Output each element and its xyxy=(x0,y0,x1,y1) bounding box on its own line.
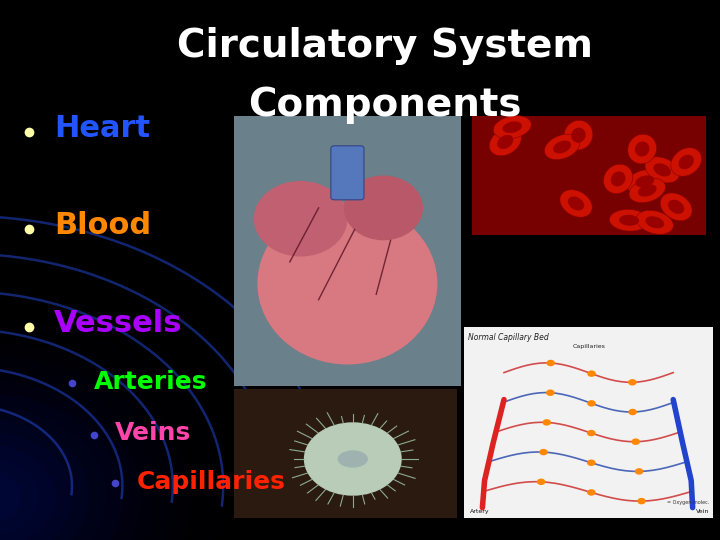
Ellipse shape xyxy=(609,210,649,231)
Ellipse shape xyxy=(619,215,639,226)
Text: Vessels: Vessels xyxy=(54,308,182,338)
Circle shape xyxy=(587,430,595,436)
Ellipse shape xyxy=(638,184,657,197)
Circle shape xyxy=(637,498,646,504)
Circle shape xyxy=(304,422,402,496)
FancyBboxPatch shape xyxy=(472,116,706,235)
Ellipse shape xyxy=(629,178,665,202)
Text: Veins: Veins xyxy=(115,422,192,446)
Ellipse shape xyxy=(254,181,348,256)
Text: = Oxygen molec.: = Oxygen molec. xyxy=(667,500,709,505)
Circle shape xyxy=(588,370,596,377)
Ellipse shape xyxy=(645,217,665,228)
Circle shape xyxy=(0,470,22,524)
Ellipse shape xyxy=(498,135,513,149)
Ellipse shape xyxy=(671,148,701,176)
Ellipse shape xyxy=(544,134,580,160)
Ellipse shape xyxy=(560,190,593,217)
Ellipse shape xyxy=(503,122,522,133)
Circle shape xyxy=(628,379,636,386)
Ellipse shape xyxy=(611,171,626,186)
Circle shape xyxy=(539,449,548,455)
Circle shape xyxy=(587,489,595,496)
Ellipse shape xyxy=(338,450,368,468)
Ellipse shape xyxy=(603,164,633,194)
FancyBboxPatch shape xyxy=(331,146,364,200)
Ellipse shape xyxy=(635,141,649,157)
Circle shape xyxy=(546,389,554,396)
Text: Arteries: Arteries xyxy=(94,370,207,394)
Text: Vein: Vein xyxy=(696,509,709,514)
Ellipse shape xyxy=(660,193,692,221)
FancyBboxPatch shape xyxy=(464,327,713,518)
Ellipse shape xyxy=(493,116,531,139)
Ellipse shape xyxy=(258,202,438,364)
Circle shape xyxy=(631,438,640,445)
Circle shape xyxy=(537,478,546,485)
Circle shape xyxy=(546,360,555,366)
Text: Artery: Artery xyxy=(470,509,490,514)
Ellipse shape xyxy=(636,211,673,234)
Ellipse shape xyxy=(564,120,593,150)
Text: Components: Components xyxy=(248,86,522,124)
Ellipse shape xyxy=(571,127,585,143)
Circle shape xyxy=(587,460,595,466)
Circle shape xyxy=(635,468,644,475)
Ellipse shape xyxy=(654,163,671,177)
Ellipse shape xyxy=(553,140,571,153)
Ellipse shape xyxy=(626,170,664,193)
Ellipse shape xyxy=(490,128,521,156)
Ellipse shape xyxy=(628,134,657,164)
Ellipse shape xyxy=(635,176,654,187)
FancyBboxPatch shape xyxy=(234,389,457,518)
Ellipse shape xyxy=(568,197,584,211)
Ellipse shape xyxy=(678,155,694,169)
Circle shape xyxy=(588,400,596,407)
Text: Capillaries: Capillaries xyxy=(137,470,286,494)
FancyBboxPatch shape xyxy=(234,116,461,386)
Ellipse shape xyxy=(668,200,684,214)
Circle shape xyxy=(542,419,551,426)
Text: Normal Capillary Bed: Normal Capillary Bed xyxy=(468,333,549,342)
Text: Circulatory System: Circulatory System xyxy=(177,27,593,65)
Text: Blood: Blood xyxy=(54,211,151,240)
Ellipse shape xyxy=(344,176,423,240)
Text: Heart: Heart xyxy=(54,114,150,143)
Circle shape xyxy=(629,409,637,415)
Ellipse shape xyxy=(645,157,680,183)
Text: Capillaries: Capillaries xyxy=(572,344,605,349)
